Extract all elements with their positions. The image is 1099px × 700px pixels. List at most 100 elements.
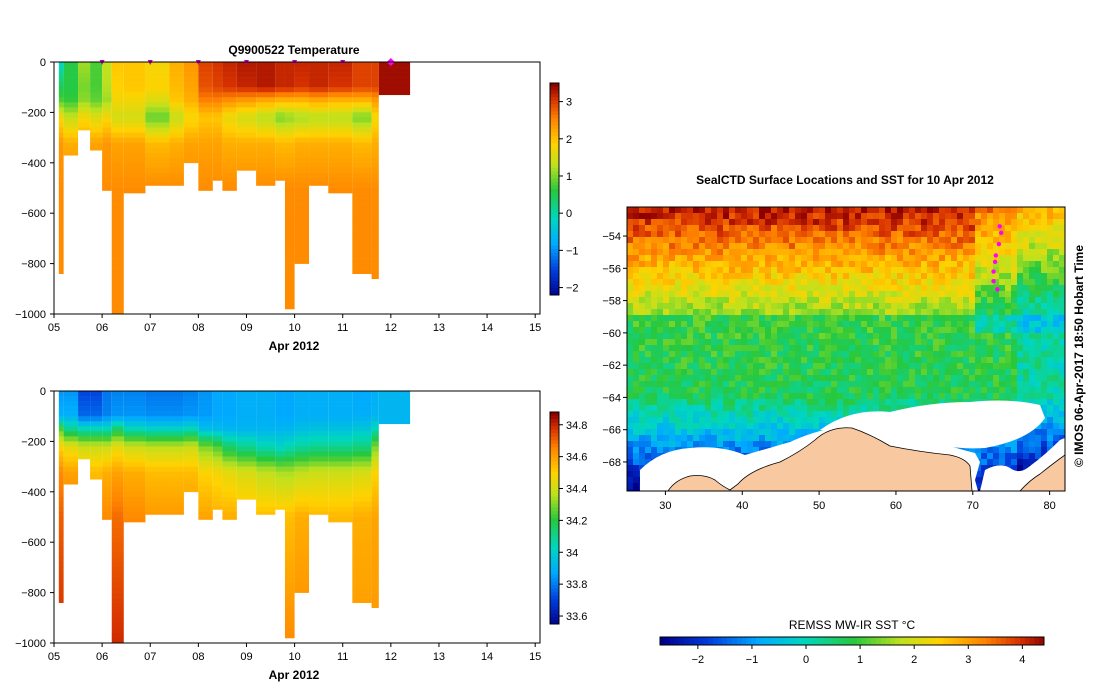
- sst-cell: [831, 231, 838, 238]
- section-cell: [352, 268, 372, 274]
- section-cell: [90, 426, 103, 432]
- sst-cell: [1011, 303, 1018, 310]
- sst-cell: [777, 441, 784, 448]
- sst-cell: [729, 261, 736, 268]
- sst-cell: [813, 411, 820, 418]
- sst-cell: [1041, 357, 1048, 364]
- sst-cell: [843, 309, 850, 316]
- sst-cell: [783, 369, 790, 376]
- sst-cell: [723, 327, 730, 334]
- sst-cell: [717, 357, 724, 364]
- sst-cell: [1023, 285, 1030, 292]
- section-cell: [78, 451, 91, 457]
- section-cell: [90, 62, 103, 68]
- section-cell: [284, 117, 295, 123]
- sst-cell: [819, 261, 826, 268]
- section-cell: [284, 582, 295, 588]
- sst-cell: [783, 411, 790, 418]
- sst-cell: [741, 405, 748, 412]
- sst-cell: [1023, 375, 1030, 382]
- sst-cell: [1011, 333, 1018, 340]
- sst-cell: [813, 297, 820, 304]
- section-cell: [378, 391, 411, 397]
- sst-cell: [645, 399, 652, 406]
- section-cell: [275, 72, 285, 78]
- sst-cell: [717, 243, 724, 250]
- sst-cell: [783, 381, 790, 388]
- sst-cell: [855, 285, 862, 292]
- sst-cell: [741, 399, 748, 406]
- x-tick-label: 15: [529, 651, 541, 663]
- sst-cell: [879, 345, 886, 352]
- sst-cell: [963, 291, 970, 298]
- sst-cell: [657, 255, 664, 262]
- sst-cell: [891, 405, 898, 412]
- section-cell: [352, 401, 372, 407]
- sst-cell: [825, 309, 832, 316]
- sst-cell: [885, 261, 892, 268]
- section-cell: [309, 406, 329, 412]
- sst-cell: [675, 297, 682, 304]
- sst-cell: [915, 351, 922, 358]
- sst-cell: [687, 351, 694, 358]
- sst-cell: [1059, 219, 1065, 226]
- section-cell: [236, 491, 257, 498]
- section-cell: [309, 97, 329, 103]
- sst-cell: [801, 351, 808, 358]
- sst-cell: [801, 405, 808, 412]
- sst-cell: [1059, 291, 1065, 298]
- x-tick-label: 13: [433, 322, 445, 334]
- sst-cell: [981, 237, 988, 244]
- sst-cell: [999, 207, 1006, 214]
- sst-cell: [825, 303, 832, 310]
- section-cell: [111, 92, 124, 98]
- sst-cell: [675, 291, 682, 298]
- sst-cell: [771, 327, 778, 334]
- sst-cell: [999, 279, 1006, 286]
- sst-cell: [741, 207, 748, 214]
- section-cell: [58, 142, 64, 148]
- sst-cell: [957, 249, 964, 256]
- sst-cell: [723, 213, 730, 220]
- section-cell: [169, 396, 184, 402]
- x-tick-label: 08: [192, 651, 204, 663]
- sst-cell: [759, 369, 766, 376]
- section-cell: [284, 547, 295, 553]
- section-cell: [352, 411, 372, 417]
- sst-cell: [693, 363, 700, 370]
- sst-cell: [975, 321, 982, 328]
- sst-cell: [981, 375, 988, 382]
- sst-cell: [1041, 219, 1048, 226]
- sst-cell: [627, 459, 634, 466]
- sst-cell: [813, 225, 820, 232]
- colorbar-segment: [550, 234, 559, 239]
- sst-cell: [855, 333, 862, 340]
- sst-cell: [915, 285, 922, 292]
- sst-cell: [993, 321, 1000, 328]
- sst-cell: [837, 411, 844, 418]
- sst-cell: [645, 303, 652, 310]
- sst-cell: [783, 285, 790, 292]
- section-cell: [309, 506, 329, 513]
- section-cell: [145, 142, 170, 148]
- sst-cell: [873, 339, 880, 346]
- sst-cell: [963, 207, 970, 214]
- sst-cell: [711, 345, 718, 352]
- sst-cell: [741, 375, 748, 382]
- sst-cell: [849, 351, 856, 358]
- section-cell: [102, 501, 112, 508]
- section-cell: [102, 77, 112, 83]
- section-cell: [123, 501, 146, 508]
- section-cell: [198, 172, 213, 179]
- sst-cell: [987, 231, 994, 238]
- section-cell: [294, 391, 310, 397]
- section-cell: [123, 72, 146, 78]
- sst-cell: [765, 249, 772, 256]
- sst-cell: [777, 303, 784, 310]
- section-cell: [111, 627, 124, 634]
- sst-cell: [861, 387, 868, 394]
- section-cell: [198, 451, 213, 457]
- sst-cell: [711, 369, 718, 376]
- section-cell: [169, 391, 184, 397]
- sst-cell: [753, 285, 760, 292]
